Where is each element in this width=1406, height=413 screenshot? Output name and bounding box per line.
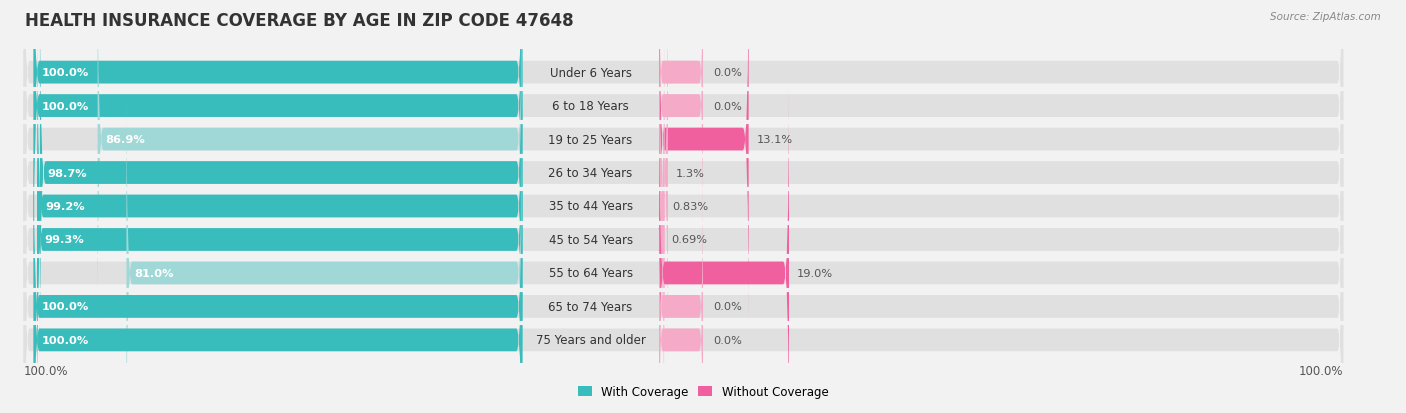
FancyBboxPatch shape (659, 185, 703, 413)
Text: 0.69%: 0.69% (672, 235, 707, 245)
Text: 100.0%: 100.0% (24, 364, 69, 377)
FancyBboxPatch shape (659, 17, 665, 396)
Text: 0.0%: 0.0% (713, 101, 741, 112)
FancyBboxPatch shape (37, 51, 522, 413)
FancyBboxPatch shape (659, 84, 789, 413)
FancyBboxPatch shape (34, 0, 522, 295)
Legend: With Coverage, Without Coverage: With Coverage, Without Coverage (578, 385, 828, 399)
Text: 100.0%: 100.0% (41, 335, 89, 345)
FancyBboxPatch shape (24, 0, 1343, 295)
FancyBboxPatch shape (24, 118, 1343, 413)
Text: 45 to 54 Years: 45 to 54 Years (548, 233, 633, 247)
Text: Under 6 Years: Under 6 Years (550, 66, 631, 79)
Text: 6 to 18 Years: 6 to 18 Years (553, 100, 628, 113)
FancyBboxPatch shape (24, 151, 1343, 413)
FancyBboxPatch shape (34, 151, 522, 413)
FancyBboxPatch shape (34, 0, 522, 262)
Text: 0.0%: 0.0% (713, 335, 741, 345)
Text: 99.3%: 99.3% (45, 235, 84, 245)
Text: 86.9%: 86.9% (105, 135, 145, 145)
FancyBboxPatch shape (34, 118, 522, 413)
FancyBboxPatch shape (127, 84, 522, 413)
FancyBboxPatch shape (24, 84, 1343, 413)
FancyBboxPatch shape (659, 0, 748, 329)
FancyBboxPatch shape (658, 51, 665, 413)
Text: 99.2%: 99.2% (45, 202, 84, 211)
Text: 1.3%: 1.3% (676, 168, 704, 178)
FancyBboxPatch shape (24, 0, 1343, 329)
Text: 100.0%: 100.0% (1299, 364, 1343, 377)
FancyBboxPatch shape (24, 0, 1343, 362)
Text: 26 to 34 Years: 26 to 34 Years (548, 166, 633, 180)
Text: HEALTH INSURANCE COVERAGE BY AGE IN ZIP CODE 47648: HEALTH INSURANCE COVERAGE BY AGE IN ZIP … (25, 12, 574, 30)
FancyBboxPatch shape (659, 0, 668, 362)
FancyBboxPatch shape (38, 17, 522, 396)
FancyBboxPatch shape (24, 51, 1343, 413)
Text: 100.0%: 100.0% (41, 68, 89, 78)
Text: 0.83%: 0.83% (672, 202, 709, 211)
Text: 100.0%: 100.0% (41, 101, 89, 112)
FancyBboxPatch shape (39, 0, 522, 362)
Text: 81.0%: 81.0% (134, 268, 174, 278)
Text: 0.0%: 0.0% (713, 301, 741, 312)
Text: 19 to 25 Years: 19 to 25 Years (548, 133, 633, 146)
FancyBboxPatch shape (24, 17, 1343, 396)
FancyBboxPatch shape (659, 0, 703, 228)
Text: 98.7%: 98.7% (48, 168, 87, 178)
Text: 13.1%: 13.1% (756, 135, 793, 145)
FancyBboxPatch shape (24, 0, 1343, 262)
Text: 35 to 44 Years: 35 to 44 Years (548, 200, 633, 213)
Text: 65 to 74 Years: 65 to 74 Years (548, 300, 633, 313)
FancyBboxPatch shape (97, 0, 522, 329)
Text: 100.0%: 100.0% (41, 301, 89, 312)
FancyBboxPatch shape (659, 218, 703, 413)
Text: 0.0%: 0.0% (713, 68, 741, 78)
Text: 19.0%: 19.0% (797, 268, 832, 278)
Text: 75 Years and older: 75 Years and older (536, 334, 645, 347)
Text: 55 to 64 Years: 55 to 64 Years (548, 267, 633, 280)
Text: Source: ZipAtlas.com: Source: ZipAtlas.com (1270, 12, 1381, 22)
FancyBboxPatch shape (659, 0, 703, 195)
